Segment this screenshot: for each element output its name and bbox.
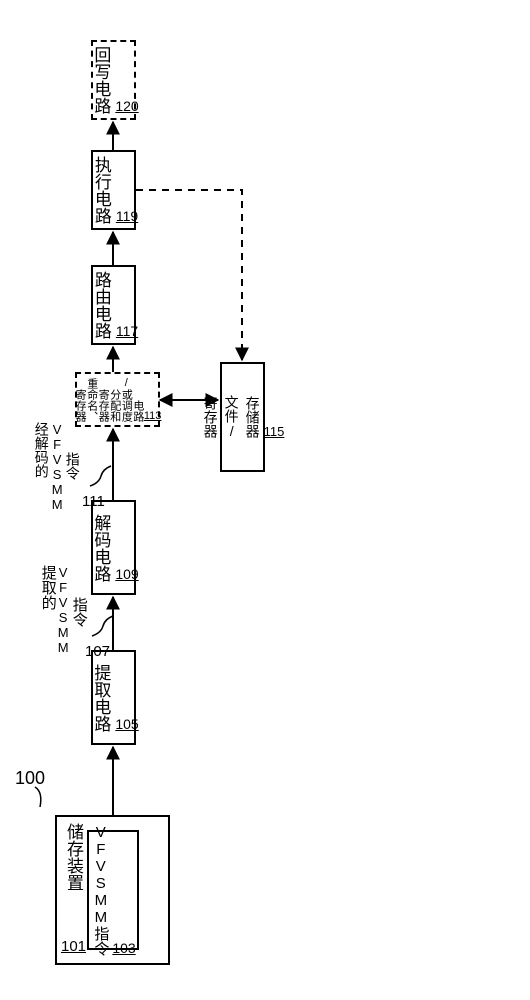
node-decode: 解码电路 109 — [91, 500, 136, 595]
annotation-decoded: 经解码的 — [34, 422, 49, 478]
exec-label: 执行电路 — [89, 156, 114, 224]
annotation-fetched-3: 指令 — [71, 597, 87, 627]
annotation-hook-decoded — [90, 466, 111, 486]
regfile-num: 115 — [264, 424, 285, 439]
fetch-num: 105 — [115, 716, 138, 732]
node-fetch: 提取电路 105 — [91, 650, 136, 745]
rename-num: 113 — [144, 410, 162, 422]
decode-label: 解码电路 — [88, 514, 113, 582]
annotation-hook-fetched — [92, 616, 113, 636]
edge-exec-regfile — [136, 190, 242, 360]
annotation-fetched: 提取的 — [40, 565, 56, 610]
node-vfvsmm-instr: VFVSMM指令 103 — [87, 830, 139, 950]
node-route: 路由电路 117 — [91, 265, 136, 345]
route-num: 117 — [116, 323, 138, 339]
node-exec: 执行电路 119 — [91, 150, 136, 230]
diagram-id: 100 — [15, 768, 45, 789]
diagram-canvas: 100 储存装置 101 VFVSMM指令 103 提取电路 105 解码电路 … — [0, 0, 530, 1000]
route-label: 路由电路 — [89, 271, 114, 339]
annotation-fetched-2: VFVSMM — [56, 565, 70, 655]
annotation-decoded-3: 指令 — [65, 452, 80, 480]
storage-label: 储存装置 — [61, 823, 86, 891]
node-writeback: 回写电路 120 — [91, 40, 136, 120]
annotation-decoded-num: 111 — [82, 493, 105, 510]
annotation-decoded-2: VFVSMM — [50, 422, 64, 512]
storage-num: 101 — [61, 938, 86, 955]
decode-num: 109 — [115, 566, 138, 582]
exec-num: 119 — [116, 208, 138, 224]
diagram-id-text: 100 — [15, 768, 45, 788]
vfvsmm-label: VFVSMM指令 — [90, 824, 111, 956]
node-rename: 寄存器 重命名、 寄存器 分配和 /或调度 电路 113 寄存器重命名、寄存器分… — [75, 372, 160, 427]
node-regfile: 寄存器 文件/ 存储器 115 寄存器文件/存储器 — [220, 362, 265, 472]
fetch-label: 提取电路 — [88, 664, 113, 732]
writeback-label: 回写电路 — [88, 46, 113, 114]
vfvsmm-num: 103 — [112, 940, 135, 956]
writeback-num: 120 — [115, 98, 138, 114]
annotation-fetched-num: 107 — [85, 643, 110, 660]
